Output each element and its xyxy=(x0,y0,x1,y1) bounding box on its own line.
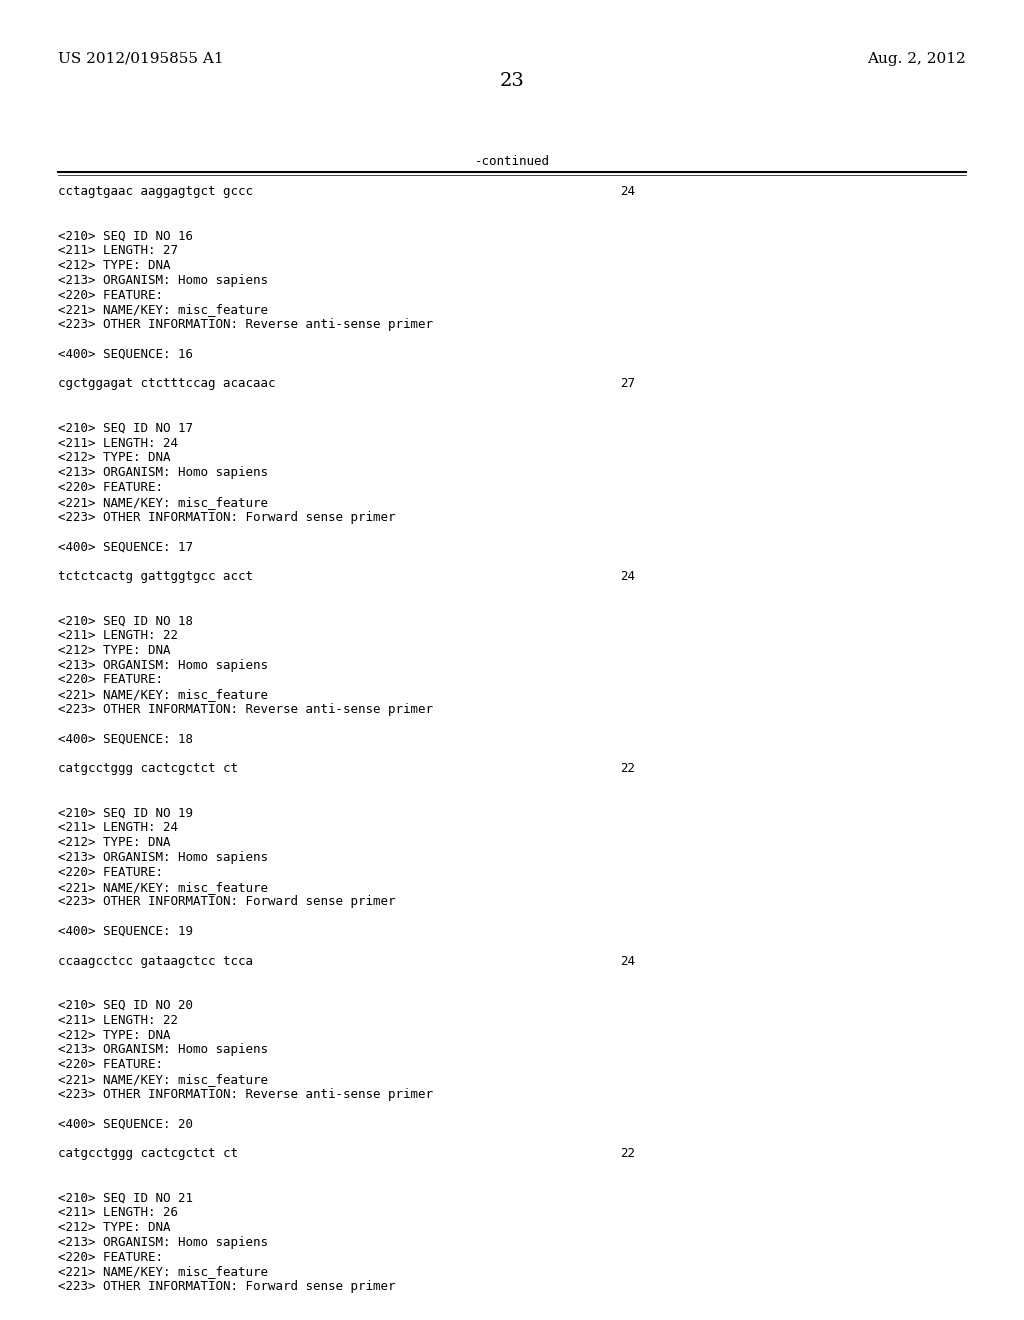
Text: <220> FEATURE:: <220> FEATURE: xyxy=(58,480,163,494)
Text: <213> ORGANISM: Homo sapiens: <213> ORGANISM: Homo sapiens xyxy=(58,466,268,479)
Text: <212> TYPE: DNA: <212> TYPE: DNA xyxy=(58,836,171,849)
Text: <211> LENGTH: 26: <211> LENGTH: 26 xyxy=(58,1206,178,1220)
Text: <223> OTHER INFORMATION: Forward sense primer: <223> OTHER INFORMATION: Forward sense p… xyxy=(58,511,395,524)
Text: <212> TYPE: DNA: <212> TYPE: DNA xyxy=(58,451,171,465)
Text: <213> ORGANISM: Homo sapiens: <213> ORGANISM: Homo sapiens xyxy=(58,851,268,865)
Text: <211> LENGTH: 22: <211> LENGTH: 22 xyxy=(58,630,178,642)
Text: <212> TYPE: DNA: <212> TYPE: DNA xyxy=(58,1221,171,1234)
Text: <210> SEQ ID NO 20: <210> SEQ ID NO 20 xyxy=(58,999,193,1012)
Text: <211> LENGTH: 27: <211> LENGTH: 27 xyxy=(58,244,178,257)
Text: <220> FEATURE:: <220> FEATURE: xyxy=(58,289,163,301)
Text: <213> ORGANISM: Homo sapiens: <213> ORGANISM: Homo sapiens xyxy=(58,1236,268,1249)
Text: <223> OTHER INFORMATION: Reverse anti-sense primer: <223> OTHER INFORMATION: Reverse anti-se… xyxy=(58,704,433,715)
Text: <210> SEQ ID NO 18: <210> SEQ ID NO 18 xyxy=(58,614,193,627)
Text: <221> NAME/KEY: misc_feature: <221> NAME/KEY: misc_feature xyxy=(58,1073,268,1086)
Text: 22: 22 xyxy=(620,762,635,775)
Text: Aug. 2, 2012: Aug. 2, 2012 xyxy=(867,51,966,66)
Text: 24: 24 xyxy=(620,954,635,968)
Text: -continued: -continued xyxy=(474,154,550,168)
Text: <223> OTHER INFORMATION: Forward sense primer: <223> OTHER INFORMATION: Forward sense p… xyxy=(58,895,395,908)
Text: <212> TYPE: DNA: <212> TYPE: DNA xyxy=(58,259,171,272)
Text: <221> NAME/KEY: misc_feature: <221> NAME/KEY: misc_feature xyxy=(58,688,268,701)
Text: <213> ORGANISM: Homo sapiens: <213> ORGANISM: Homo sapiens xyxy=(58,659,268,672)
Text: <400> SEQUENCE: 20: <400> SEQUENCE: 20 xyxy=(58,1118,193,1130)
Text: <400> SEQUENCE: 18: <400> SEQUENCE: 18 xyxy=(58,733,193,746)
Text: tctctcactg gattggtgcc acct: tctctcactg gattggtgcc acct xyxy=(58,570,253,583)
Text: <213> ORGANISM: Homo sapiens: <213> ORGANISM: Homo sapiens xyxy=(58,273,268,286)
Text: <210> SEQ ID NO 19: <210> SEQ ID NO 19 xyxy=(58,807,193,820)
Text: ccaagcctcc gataagctcc tcca: ccaagcctcc gataagctcc tcca xyxy=(58,954,253,968)
Text: <211> LENGTH: 24: <211> LENGTH: 24 xyxy=(58,437,178,450)
Text: <400> SEQUENCE: 19: <400> SEQUENCE: 19 xyxy=(58,925,193,939)
Text: <213> ORGANISM: Homo sapiens: <213> ORGANISM: Homo sapiens xyxy=(58,1043,268,1056)
Text: 22: 22 xyxy=(620,1147,635,1160)
Text: <220> FEATURE:: <220> FEATURE: xyxy=(58,1250,163,1263)
Text: <400> SEQUENCE: 16: <400> SEQUENCE: 16 xyxy=(58,347,193,360)
Text: <211> LENGTH: 24: <211> LENGTH: 24 xyxy=(58,821,178,834)
Text: <223> OTHER INFORMATION: Reverse anti-sense primer: <223> OTHER INFORMATION: Reverse anti-se… xyxy=(58,1088,433,1101)
Text: <221> NAME/KEY: misc_feature: <221> NAME/KEY: misc_feature xyxy=(58,880,268,894)
Text: <221> NAME/KEY: misc_feature: <221> NAME/KEY: misc_feature xyxy=(58,1266,268,1278)
Text: <220> FEATURE:: <220> FEATURE: xyxy=(58,1059,163,1072)
Text: 23: 23 xyxy=(500,73,524,90)
Text: <223> OTHER INFORMATION: Reverse anti-sense primer: <223> OTHER INFORMATION: Reverse anti-se… xyxy=(58,318,433,331)
Text: cctagtgaac aaggagtgct gccc: cctagtgaac aaggagtgct gccc xyxy=(58,185,253,198)
Text: catgcctggg cactcgctct ct: catgcctggg cactcgctct ct xyxy=(58,1147,238,1160)
Text: catgcctggg cactcgctct ct: catgcctggg cactcgctct ct xyxy=(58,762,238,775)
Text: <212> TYPE: DNA: <212> TYPE: DNA xyxy=(58,644,171,657)
Text: <221> NAME/KEY: misc_feature: <221> NAME/KEY: misc_feature xyxy=(58,496,268,508)
Text: <210> SEQ ID NO 17: <210> SEQ ID NO 17 xyxy=(58,422,193,434)
Text: <210> SEQ ID NO 16: <210> SEQ ID NO 16 xyxy=(58,230,193,243)
Text: <221> NAME/KEY: misc_feature: <221> NAME/KEY: misc_feature xyxy=(58,304,268,317)
Text: <220> FEATURE:: <220> FEATURE: xyxy=(58,866,163,879)
Text: <400> SEQUENCE: 17: <400> SEQUENCE: 17 xyxy=(58,540,193,553)
Text: US 2012/0195855 A1: US 2012/0195855 A1 xyxy=(58,51,223,66)
Text: cgctggagat ctctttccag acacaac: cgctggagat ctctttccag acacaac xyxy=(58,378,275,391)
Text: <223> OTHER INFORMATION: Forward sense primer: <223> OTHER INFORMATION: Forward sense p… xyxy=(58,1280,395,1294)
Text: <210> SEQ ID NO 21: <210> SEQ ID NO 21 xyxy=(58,1192,193,1204)
Text: 27: 27 xyxy=(620,378,635,391)
Text: <212> TYPE: DNA: <212> TYPE: DNA xyxy=(58,1028,171,1041)
Text: <220> FEATURE:: <220> FEATURE: xyxy=(58,673,163,686)
Text: 24: 24 xyxy=(620,570,635,583)
Text: <211> LENGTH: 22: <211> LENGTH: 22 xyxy=(58,1014,178,1027)
Text: 24: 24 xyxy=(620,185,635,198)
